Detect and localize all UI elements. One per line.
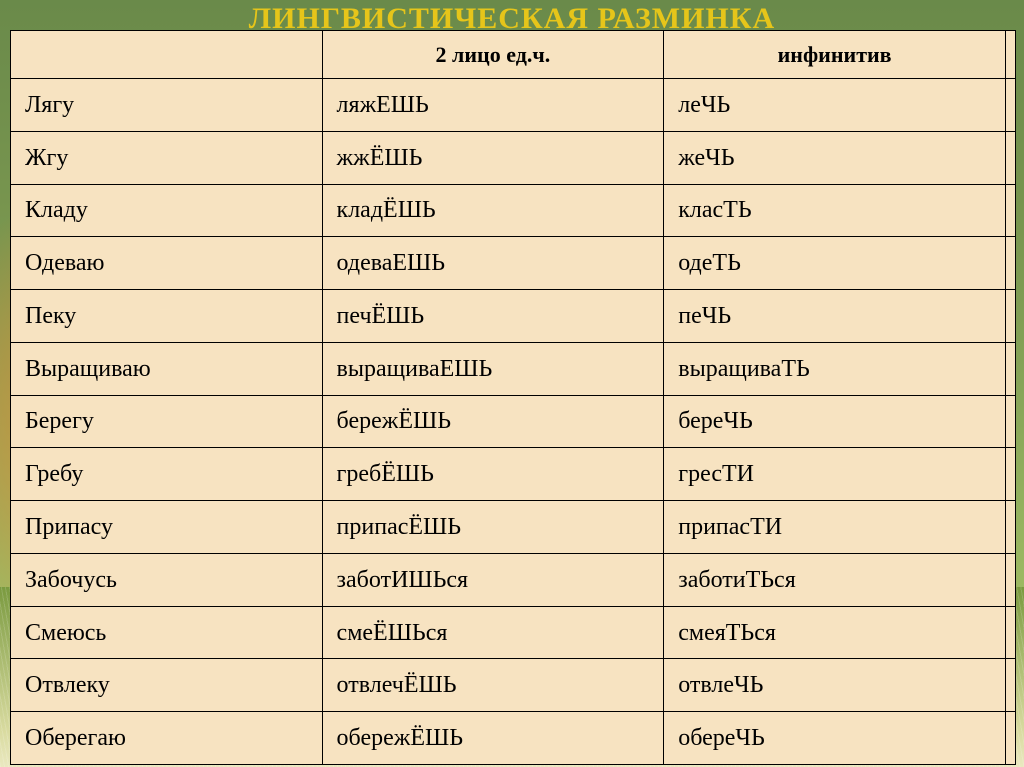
row-stub <box>1005 131 1015 184</box>
table-row: БерегубережЁШЬбереЧЬ <box>11 395 1016 448</box>
verb-1st-person-cell: Лягу <box>11 79 323 132</box>
verb-1st-person-cell: Жгу <box>11 131 323 184</box>
verb-1st-person-cell: Припасу <box>11 501 323 554</box>
table-body: ЛягуляжЕШЬлеЧЬЖгужжЁШЬжеЧЬКладукладЁШЬкл… <box>11 79 1016 765</box>
table-header-stub <box>1005 31 1015 79</box>
verb-2nd-person-cell: печЁШЬ <box>322 290 664 343</box>
verb-2nd-person-cell: бережЁШЬ <box>322 395 664 448</box>
row-stub <box>1005 659 1015 712</box>
verb-1st-person-cell: Кладу <box>11 184 323 237</box>
verb-1st-person-cell: Выращиваю <box>11 342 323 395</box>
row-stub <box>1005 395 1015 448</box>
verb-2nd-person-cell: отвлечЁШЬ <box>322 659 664 712</box>
verb-2nd-person-cell: жжЁШЬ <box>322 131 664 184</box>
table-row: ОтвлекуотвлечЁШЬотвлеЧЬ <box>11 659 1016 712</box>
table-header-infinitive: инфинитив <box>664 31 1006 79</box>
table-row: ОберегаюобережЁШЬобереЧЬ <box>11 712 1016 765</box>
table-row: ОдеваюодеваЕШЬодеТЬ <box>11 237 1016 290</box>
verb-1st-person-cell: Одеваю <box>11 237 323 290</box>
table-row: СмеюсьсмеЁШЬсясмеяТЬся <box>11 606 1016 659</box>
table-row: ЛягуляжЕШЬлеЧЬ <box>11 79 1016 132</box>
table-header-2nd-person: 2 лицо ед.ч. <box>322 31 664 79</box>
table-row: ПрипасуприпасЁШЬприпасТИ <box>11 501 1016 554</box>
table-row: ЖгужжЁШЬжеЧЬ <box>11 131 1016 184</box>
verb-2nd-person-cell: припасЁШЬ <box>322 501 664 554</box>
row-stub <box>1005 290 1015 343</box>
verb-infinitive-cell: гресТИ <box>664 448 1006 501</box>
verb-infinitive-cell: одеТЬ <box>664 237 1006 290</box>
table-header-blank <box>11 31 323 79</box>
row-stub <box>1005 342 1015 395</box>
verb-2nd-person-cell: обережЁШЬ <box>322 712 664 765</box>
row-stub <box>1005 501 1015 554</box>
verb-2nd-person-cell: заботИШЬся <box>322 553 664 606</box>
verb-table-container: 2 лицо ед.ч. инфинитив ЛягуляжЕШЬлеЧЬЖгу… <box>10 30 1016 765</box>
row-stub <box>1005 237 1015 290</box>
verb-infinitive-cell: припасТИ <box>664 501 1006 554</box>
verb-1st-person-cell: Забочусь <box>11 553 323 606</box>
verb-infinitive-cell: отвлеЧЬ <box>664 659 1006 712</box>
verb-2nd-person-cell: ляжЕШЬ <box>322 79 664 132</box>
verb-infinitive-cell: пеЧЬ <box>664 290 1006 343</box>
verb-1st-person-cell: Берегу <box>11 395 323 448</box>
verb-2nd-person-cell: кладЁШЬ <box>322 184 664 237</box>
verb-infinitive-cell: обереЧЬ <box>664 712 1006 765</box>
verb-2nd-person-cell: выращиваЕШЬ <box>322 342 664 395</box>
verb-1st-person-cell: Отвлеку <box>11 659 323 712</box>
verb-conjugation-table: 2 лицо ед.ч. инфинитив ЛягуляжЕШЬлеЧЬЖгу… <box>10 30 1016 765</box>
verb-1st-person-cell: Пеку <box>11 290 323 343</box>
verb-infinitive-cell: жеЧЬ <box>664 131 1006 184</box>
verb-infinitive-cell: выращиваТЬ <box>664 342 1006 395</box>
table-row: ЗабочусьзаботИШЬсязаботиТЬся <box>11 553 1016 606</box>
verb-infinitive-cell: заботиТЬся <box>664 553 1006 606</box>
row-stub <box>1005 606 1015 659</box>
verb-infinitive-cell: смеяТЬся <box>664 606 1006 659</box>
verb-1st-person-cell: Смеюсь <box>11 606 323 659</box>
verb-1st-person-cell: Оберегаю <box>11 712 323 765</box>
verb-1st-person-cell: Гребу <box>11 448 323 501</box>
row-stub <box>1005 79 1015 132</box>
verb-2nd-person-cell: смеЁШЬся <box>322 606 664 659</box>
table-row: ВыращиваювыращиваЕШЬвыращиваТЬ <box>11 342 1016 395</box>
table-row: КладукладЁШЬкласТЬ <box>11 184 1016 237</box>
verb-2nd-person-cell: одеваЕШЬ <box>322 237 664 290</box>
verb-infinitive-cell: леЧЬ <box>664 79 1006 132</box>
verb-2nd-person-cell: гребЁШЬ <box>322 448 664 501</box>
verb-infinitive-cell: класТЬ <box>664 184 1006 237</box>
row-stub <box>1005 712 1015 765</box>
table-row: ПекупечЁШЬпеЧЬ <box>11 290 1016 343</box>
row-stub <box>1005 448 1015 501</box>
row-stub <box>1005 553 1015 606</box>
verb-infinitive-cell: береЧЬ <box>664 395 1006 448</box>
table-row: ГребугребЁШЬгресТИ <box>11 448 1016 501</box>
table-header-row: 2 лицо ед.ч. инфинитив <box>11 31 1016 79</box>
row-stub <box>1005 184 1015 237</box>
